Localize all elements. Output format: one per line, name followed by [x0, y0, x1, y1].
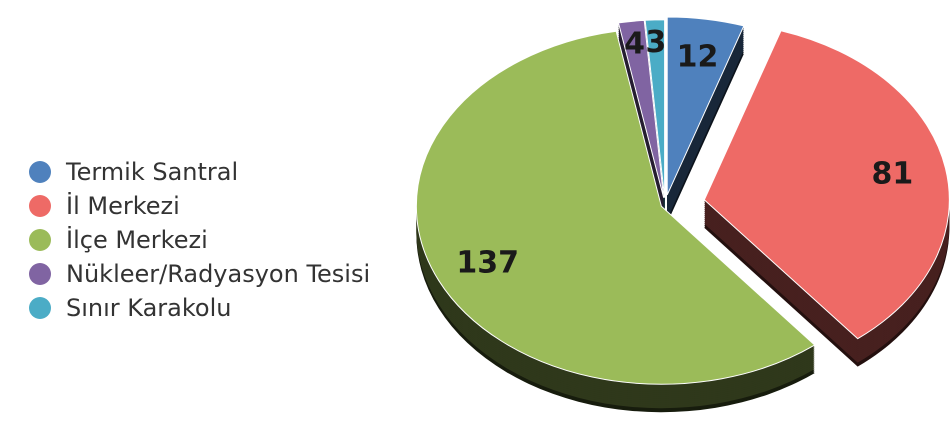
slice	[415, 30, 816, 385]
legend-marker	[29, 195, 51, 217]
legend-marker	[29, 161, 51, 183]
slice-side	[618, 24, 664, 202]
legend-marker	[29, 229, 51, 251]
legend-text: İl Merkezi	[66, 191, 180, 220]
legend-marker	[29, 263, 51, 285]
slice	[644, 19, 666, 198]
legend-text: İlçe Merkezi	[66, 225, 208, 254]
slice-side	[618, 26, 664, 204]
value-label: 3	[645, 25, 666, 60]
slice	[617, 19, 665, 198]
legend-marker	[29, 297, 51, 319]
value-label: 81	[872, 157, 914, 192]
value-label: 12	[677, 39, 719, 74]
legend-text: Termik Santral	[65, 158, 238, 186]
slice-side	[618, 28, 664, 206]
slice-side	[618, 30, 664, 208]
legend-text: Nükleer/Radyasyon Tesisi	[66, 260, 370, 288]
slice	[666, 16, 745, 196]
slice	[703, 30, 950, 340]
value-label: 4	[624, 27, 645, 62]
slice-side	[618, 34, 664, 212]
legend-text: Sınır Karakolu	[66, 294, 231, 322]
slice-side	[618, 32, 664, 210]
value-label: 137	[456, 246, 519, 281]
